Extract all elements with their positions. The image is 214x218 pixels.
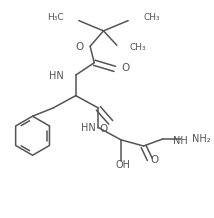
Text: OH: OH — [116, 160, 131, 170]
Text: O: O — [76, 42, 84, 52]
Text: NH: NH — [173, 136, 188, 146]
Text: O: O — [151, 155, 159, 165]
Text: O: O — [99, 124, 108, 134]
Text: O: O — [121, 63, 129, 73]
Text: HN: HN — [80, 123, 95, 133]
Text: CH₃: CH₃ — [129, 43, 146, 52]
Text: CH₃: CH₃ — [144, 13, 160, 22]
Text: HN: HN — [49, 71, 63, 81]
Text: NH₂: NH₂ — [192, 134, 211, 144]
Text: H₃C: H₃C — [47, 13, 63, 22]
